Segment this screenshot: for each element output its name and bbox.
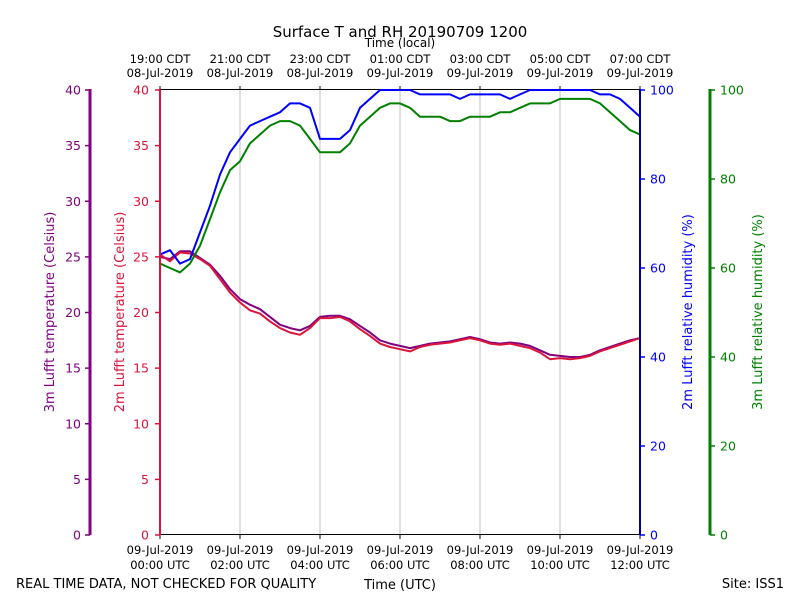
rh2m-tick-label: 20	[650, 439, 666, 454]
t3m-tick-label: 5	[73, 472, 81, 487]
t2m-tick-label: 15	[133, 361, 149, 376]
top-tick-label-time: 21:00 CDT	[210, 52, 272, 66]
x-tick-label-date: 09-Jul-2019	[527, 543, 594, 557]
top-tick-label-date: 09-Jul-2019	[607, 66, 674, 80]
rh3m-tick-label: 80	[720, 172, 736, 187]
t2m-tick-label: 30	[133, 194, 149, 209]
t2m-tick-label: 25	[133, 249, 149, 264]
rh3m-tick-label: 20	[720, 439, 736, 454]
rh2m-tick-label: 80	[650, 172, 666, 187]
quality-disclaimer: REAL TIME DATA, NOT CHECKED FOR QUALITY	[16, 577, 316, 592]
top-tick-label-time: 23:00 CDT	[290, 52, 352, 66]
top-tick-label-time: 07:00 CDT	[610, 52, 672, 66]
x-tick-label-time: 00:00 UTC	[130, 558, 190, 572]
t2m-tick-label: 5	[141, 472, 149, 487]
t3m-series-line	[159, 250, 641, 358]
top-tick-label-time: 19:00 CDT	[130, 52, 192, 66]
x-tick-label-date: 09-Jul-2019	[367, 543, 434, 557]
top-tick-label-date: 08-Jul-2019	[287, 66, 354, 80]
rh3m-tick-label: 60	[720, 261, 736, 276]
t2m-tick-label: 40	[133, 83, 149, 98]
t3m-axis-label: 3m Lufft temperature (Celsius)	[43, 212, 58, 413]
top-tick-label-date: 09-Jul-2019	[447, 66, 514, 80]
x-axis-label: Time (UTC)	[363, 578, 436, 593]
top-tick-label-time: 01:00 CDT	[370, 52, 432, 66]
t3m-tick-label: 40	[65, 83, 81, 98]
x-tick-label-time: 06:00 UTC	[370, 558, 430, 572]
rh3m-tick-label: 0	[720, 528, 728, 543]
top-tick-label-date: 09-Jul-2019	[367, 66, 434, 80]
x-tick-label-time: 12:00 UTC	[610, 558, 670, 572]
t3m-tick-label: 20	[65, 305, 81, 320]
t2m-tick-label: 10	[133, 416, 149, 431]
t3m-tick-label: 15	[65, 361, 81, 376]
x-tick-label-date: 09-Jul-2019	[127, 543, 194, 557]
x-tick-label-date: 09-Jul-2019	[607, 543, 674, 557]
rh3m-series-line	[159, 97, 641, 274]
top-tick-label-date: 08-Jul-2019	[127, 66, 194, 80]
x-tick-label-date: 09-Jul-2019	[447, 543, 514, 557]
series-layer	[159, 89, 641, 361]
t3m-tick-label: 30	[65, 194, 81, 209]
rh2m-tick-label: 40	[650, 350, 666, 365]
site-label: Site: ISS1	[722, 577, 784, 592]
top-tick-label-date: 08-Jul-2019	[207, 66, 274, 80]
x-tick-label-time: 10:00 UTC	[530, 558, 590, 572]
top-tick-label-date: 09-Jul-2019	[527, 66, 594, 80]
x-tick-label-date: 09-Jul-2019	[207, 543, 274, 557]
rh3m-tick-label: 100	[720, 83, 744, 98]
rh3m-axis-label: 3m Lufft relative humidity (%)	[751, 214, 766, 410]
rh3m-tick-label: 40	[720, 350, 736, 365]
chart-title: Surface T and RH 20190709 1200	[273, 23, 528, 41]
t2m-series-line	[159, 251, 641, 361]
t2m-tick-label: 0	[141, 528, 149, 543]
top-axis-label: Time (local)	[364, 36, 436, 50]
top-tick-label-time: 03:00 CDT	[450, 52, 512, 66]
x-tick-label-time: 02:00 UTC	[210, 558, 270, 572]
rh2m-tick-label: 0	[650, 528, 658, 543]
t3m-tick-label: 25	[65, 249, 81, 264]
t3m-tick-label: 35	[65, 138, 81, 153]
rh2m-tick-label: 60	[650, 261, 666, 276]
rh2m-axis-label: 2m Lufft relative humidity (%)	[681, 214, 696, 410]
x-tick-label-time: 04:00 UTC	[290, 558, 350, 572]
gridlines	[239, 90, 561, 535]
t2m-axis-label: 2m Lufft temperature (Celsius)	[113, 212, 128, 413]
t2m-tick-label: 35	[133, 138, 149, 153]
rh2m-tick-label: 100	[650, 83, 674, 98]
t2m-tick-label: 20	[133, 305, 149, 320]
t3m-tick-label: 0	[73, 528, 81, 543]
x-tick-label-time: 08:00 UTC	[450, 558, 510, 572]
x-tick-label-date: 09-Jul-2019	[287, 543, 354, 557]
t3m-tick-label: 10	[65, 416, 81, 431]
top-tick-label-time: 05:00 CDT	[530, 52, 592, 66]
